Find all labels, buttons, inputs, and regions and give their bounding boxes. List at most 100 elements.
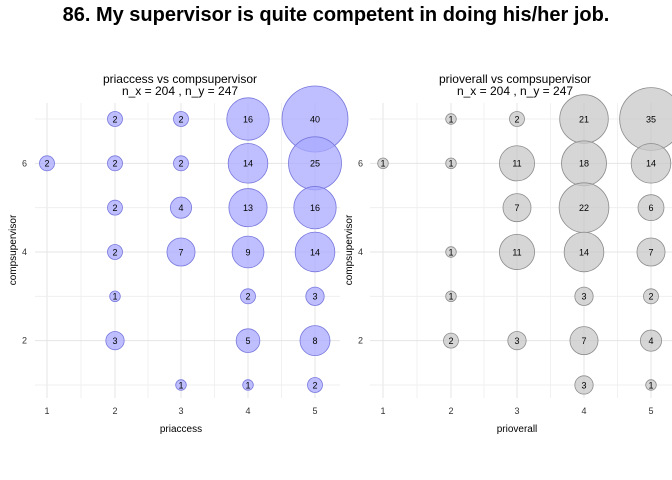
bubble-point [445, 290, 457, 303]
x-tick-label: 4 [245, 406, 250, 416]
bubble-count-label: 1 [648, 380, 653, 390]
x-tick-label: 5 [648, 406, 653, 416]
bubble-count-label: 1 [245, 380, 250, 390]
bubble-point [499, 234, 535, 270]
bubble-point [293, 186, 337, 230]
page-title: 86. My supervisor is quite competent in … [62, 4, 610, 26]
bubble-point [563, 231, 605, 273]
bubble-point [107, 199, 123, 216]
bubble-count-label: 7 [514, 203, 519, 213]
bubble-count-label: 1 [448, 114, 453, 124]
bubble-point [636, 237, 666, 267]
x-tick-label: 2 [112, 406, 117, 416]
x-axis-label: prioverall [497, 424, 538, 435]
bubble-count-label: 16 [310, 203, 320, 213]
bubble-count-label: 3 [581, 380, 586, 390]
bubble-point [294, 231, 336, 273]
y-tick-label: 2 [358, 336, 363, 346]
bubble-count-label: 25 [310, 159, 320, 169]
bubble-point [109, 290, 121, 303]
x-tick-label: 3 [178, 406, 183, 416]
y-tick-label: 4 [22, 247, 27, 257]
bubble-point [231, 235, 265, 269]
x-tick-label: 1 [380, 406, 385, 416]
bubble-count-label: 2 [514, 114, 519, 124]
bubble-point [630, 143, 672, 184]
bubble-count-label: 11 [512, 247, 521, 257]
bubble-point [445, 157, 457, 170]
bubble-point [643, 288, 659, 305]
bubble-point [502, 193, 532, 223]
bubble-count-label: 9 [245, 247, 250, 257]
bubble-point [107, 244, 123, 260]
bubble-count-label: 18 [579, 159, 589, 169]
bubble-count-label: 1 [448, 247, 453, 257]
bubble-count-label: 1 [380, 159, 385, 169]
bubble-count-label: 6 [648, 203, 653, 213]
y-axis-label: compsupervisor [344, 214, 355, 285]
bubble-point [637, 194, 665, 222]
bubble-count-label: 2 [312, 380, 317, 390]
bubble-point [445, 246, 457, 258]
bubble-point [574, 286, 594, 306]
bubble-count-label: 7 [178, 247, 183, 257]
bubble-count-label: 1 [448, 159, 453, 169]
bubble-point [569, 326, 599, 356]
bubble-point [445, 113, 457, 125]
y-tick-label: 6 [22, 158, 27, 168]
x-tick-label: 4 [581, 406, 586, 416]
x-tick-label: 2 [448, 406, 453, 416]
bubble-point [645, 379, 657, 391]
bubble-point [39, 155, 55, 172]
chart-subtitle: n_x = 204 , n_y = 247 [457, 84, 573, 98]
bubble-point [175, 379, 187, 391]
bubble-point [305, 286, 325, 306]
bubble-count-label: 2 [112, 159, 117, 169]
bubble-count-label: 2 [112, 247, 117, 257]
bubble-count-label: 7 [648, 247, 653, 257]
bubble-count-label: 3 [112, 336, 117, 346]
bubble-count-label: 13 [243, 203, 253, 213]
bubble-count-label: 2 [245, 292, 250, 302]
bubble-count-label: 11 [512, 159, 521, 169]
bubble-count-label: 16 [243, 114, 253, 124]
bubble-point [228, 188, 268, 228]
bubble-count-label: 14 [646, 159, 656, 169]
bubble-point [307, 377, 323, 393]
bubble-point [443, 332, 459, 349]
bubble-point [107, 155, 123, 172]
bubble-count-label: 1 [448, 292, 453, 302]
bubble-count-label: 3 [581, 292, 586, 302]
bubble-point [107, 111, 123, 127]
bubble-point [173, 155, 189, 172]
bubble-point [242, 379, 254, 391]
bubble-point [574, 375, 594, 395]
bubble-count-label: 21 [579, 114, 589, 124]
chart-title: prioverall vs compsupervisor [439, 72, 591, 86]
bubble-point [299, 325, 331, 357]
bubble-count-label: 2 [112, 203, 117, 213]
x-axis-label: priaccess [160, 424, 202, 435]
x-tick-label: 1 [44, 406, 49, 416]
bubble-count-label: 7 [581, 336, 586, 346]
bubble-point [105, 331, 125, 351]
bubble-point [240, 288, 256, 305]
bubble-point [226, 97, 270, 141]
y-axis-label: compsupervisor [8, 214, 19, 285]
bubble-count-label: 14 [310, 247, 320, 257]
bubble-count-label: 4 [648, 336, 653, 346]
bubble-count-label: 22 [579, 203, 589, 213]
bubble-point [173, 111, 189, 127]
bubble-point [166, 237, 196, 267]
y-tick-label: 4 [358, 247, 363, 257]
bubble-point [509, 111, 525, 127]
bubble-count-label: 4 [178, 203, 183, 213]
bubble-count-label: 8 [312, 336, 317, 346]
bubble-count-label: 2 [178, 114, 183, 124]
bubble-point [377, 157, 389, 170]
bubble-count-label: 3 [514, 336, 519, 346]
bubble-count-label: 2 [112, 114, 117, 124]
bubble-point [169, 196, 192, 219]
